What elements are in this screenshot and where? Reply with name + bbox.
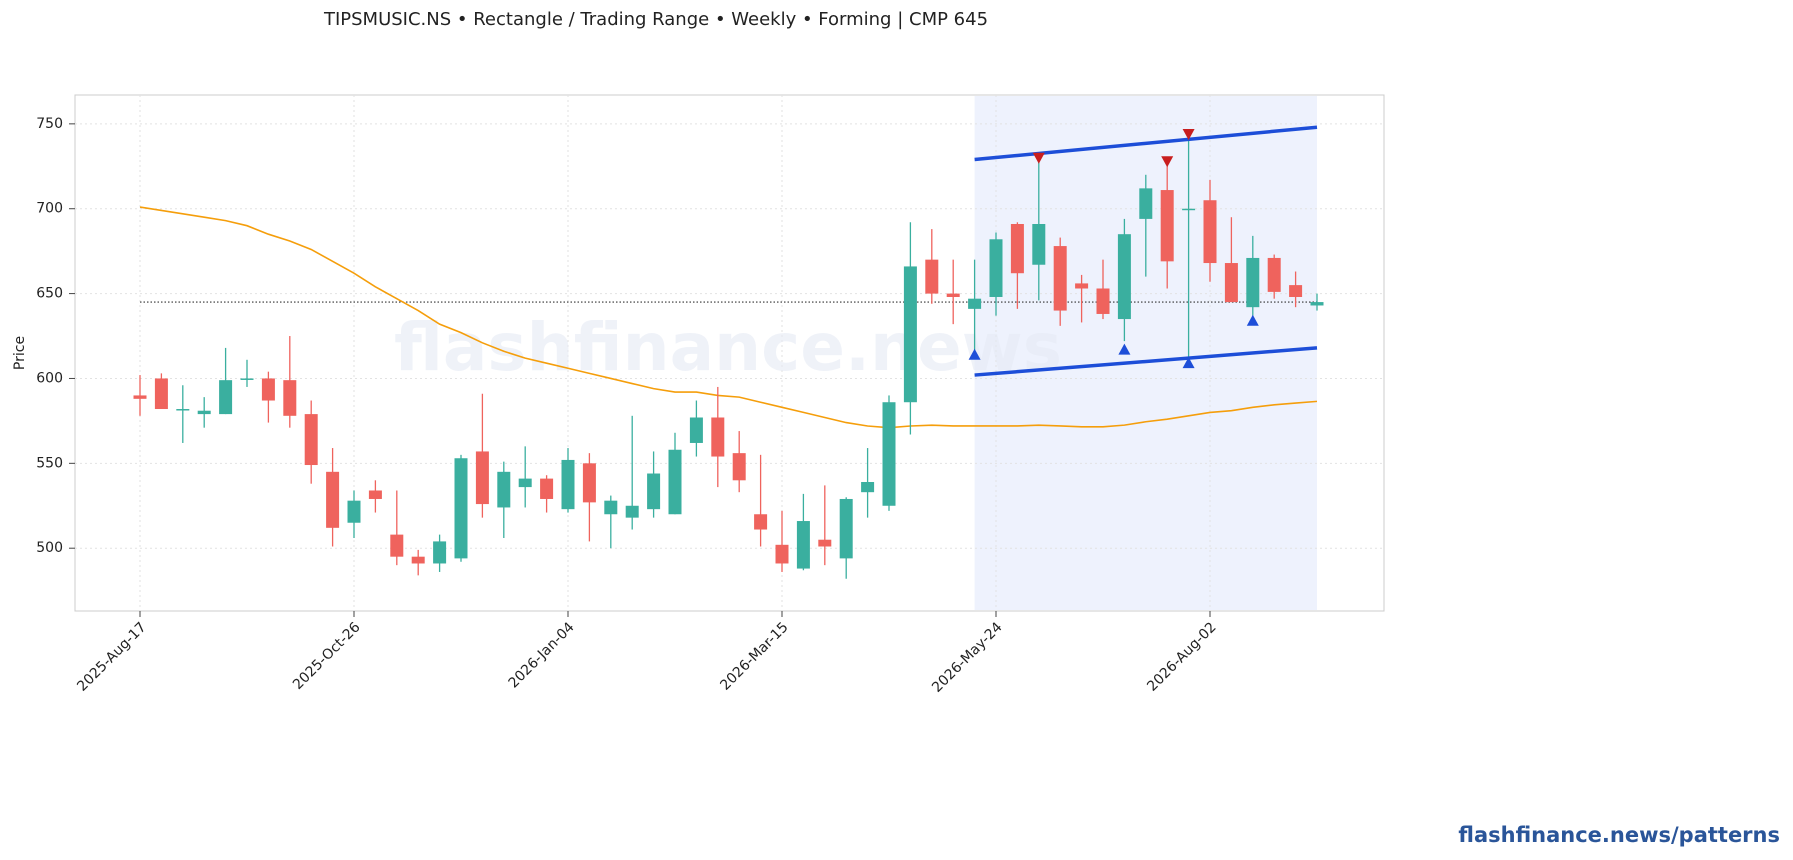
- y-tick-label: 700: [36, 201, 63, 217]
- candle-body: [326, 471, 340, 528]
- candle-body: [1310, 302, 1324, 306]
- candle-body: [625, 505, 639, 518]
- candle-body: [304, 414, 318, 466]
- candle-body: [368, 490, 382, 499]
- candle-body: [454, 458, 468, 559]
- swing-high-marker: [1182, 129, 1195, 141]
- candle-body: [1224, 263, 1238, 303]
- candle-body: [818, 539, 832, 547]
- candle-body: [732, 453, 746, 481]
- candle-body: [1246, 257, 1260, 308]
- candle-body: [582, 463, 596, 503]
- moving-average: [139, 206, 1318, 429]
- candle-body: [946, 293, 960, 297]
- candle-body: [475, 451, 489, 505]
- candle-body: [390, 534, 404, 557]
- candle-body: [1289, 285, 1303, 297]
- x-tick-label: 2026-Aug-02: [1144, 619, 1219, 694]
- y-axis-label: Price: [12, 336, 28, 370]
- y-tick-label: 750: [36, 116, 63, 132]
- candle-body: [796, 521, 810, 569]
- candle-body: [240, 378, 254, 380]
- y-tick-label: 550: [36, 455, 63, 471]
- y-tick-label: 500: [36, 540, 63, 556]
- x-tick-label: 2026-Jan-04: [506, 619, 578, 691]
- candle-body: [647, 473, 661, 510]
- y-tick-label: 650: [36, 286, 63, 302]
- candle-body: [1182, 208, 1196, 211]
- candle-body: [861, 482, 875, 493]
- plot-frame: [74, 94, 1385, 612]
- candle-body: [176, 409, 190, 411]
- candle-body: [561, 459, 575, 510]
- swing-high-marker: [1032, 152, 1045, 164]
- pattern-upper: [974, 125, 1318, 162]
- x-tick-label: 2025-Oct-26: [290, 619, 364, 693]
- candle-body: [925, 259, 939, 294]
- chart-title: TIPSMUSIC.NS • Rectangle / Trading Range…: [323, 9, 988, 30]
- candle-body: [1075, 283, 1089, 289]
- swing-low-marker: [968, 348, 981, 360]
- x-tick-label: 2025-Aug-17: [74, 619, 149, 694]
- candle-body: [754, 514, 768, 530]
- swing-low-marker: [1118, 343, 1131, 355]
- swing-low-marker: [1246, 314, 1259, 326]
- candle-body: [604, 500, 618, 515]
- candle-body: [347, 500, 361, 523]
- candle-body: [1203, 200, 1217, 264]
- candle-body: [283, 380, 297, 416]
- candle-body: [882, 402, 896, 506]
- candle-body: [1010, 224, 1024, 274]
- candle-body: [518, 478, 532, 488]
- candle-body: [1117, 234, 1131, 320]
- x-tick-label: 2026-May-24: [929, 619, 1006, 696]
- x-tick-label: 2026-Mar-15: [717, 619, 791, 693]
- candle-body: [411, 556, 425, 564]
- candle-body: [1267, 257, 1281, 292]
- candle-body: [540, 478, 554, 499]
- candle-body: [433, 541, 447, 564]
- pattern-lower: [974, 346, 1318, 377]
- candle-body: [133, 395, 147, 399]
- candle-body: [219, 380, 233, 415]
- candle-body: [1160, 190, 1174, 262]
- candle-body: [197, 410, 211, 415]
- candle-body: [689, 417, 703, 443]
- footer: flashfinance.news/patterns: [1458, 823, 1780, 847]
- candle-body: [903, 266, 917, 403]
- candle-body: [989, 239, 1003, 297]
- candle-body: [775, 544, 789, 564]
- candle-body: [668, 449, 682, 515]
- candle-body: [711, 417, 725, 457]
- candle-body: [1139, 188, 1153, 219]
- swing-high-marker: [1161, 156, 1174, 168]
- candle-body: [1096, 288, 1110, 314]
- swing-low-marker: [1182, 357, 1195, 369]
- candle-body: [1053, 246, 1067, 311]
- candle-body: [261, 378, 275, 401]
- candle-body: [968, 298, 982, 309]
- candle-body: [1032, 224, 1046, 265]
- candle-body: [497, 471, 511, 508]
- candle-body: [154, 378, 168, 410]
- candle-body: [839, 498, 853, 559]
- watermark: flashfinance.news: [394, 309, 1062, 386]
- y-tick-label: 600: [36, 370, 63, 386]
